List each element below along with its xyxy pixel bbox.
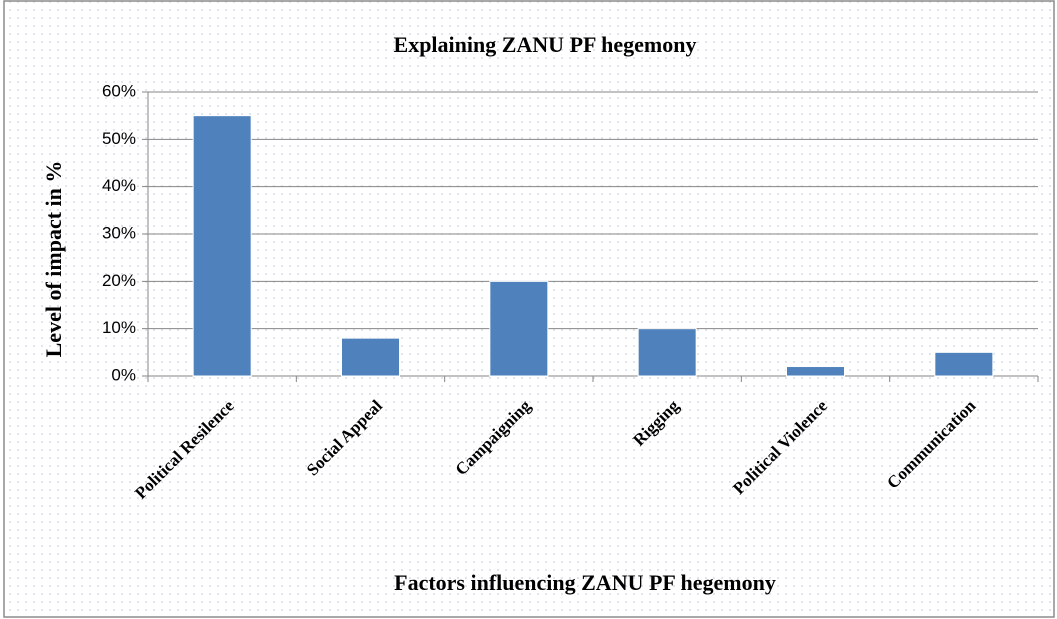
bar [786,366,845,377]
x-axis-title: Factors influencing ZANU PF hegemony [394,570,776,595]
chart-title: Explaining ZANU PF hegemony [394,32,697,57]
y-tick-label: 30% [102,223,136,242]
bar [489,280,549,377]
bar [934,351,994,377]
y-tick-label: 60% [102,81,136,100]
y-tick-label: 0% [111,365,136,384]
y-axis-title: Level of impact in % [41,161,66,358]
y-tick-label: 10% [102,318,136,337]
bar [637,328,697,377]
bar [192,115,252,377]
bar [341,337,400,377]
y-tick-label: 50% [102,129,136,148]
y-tick-label: 40% [102,176,136,195]
y-tick-label: 20% [102,271,136,290]
